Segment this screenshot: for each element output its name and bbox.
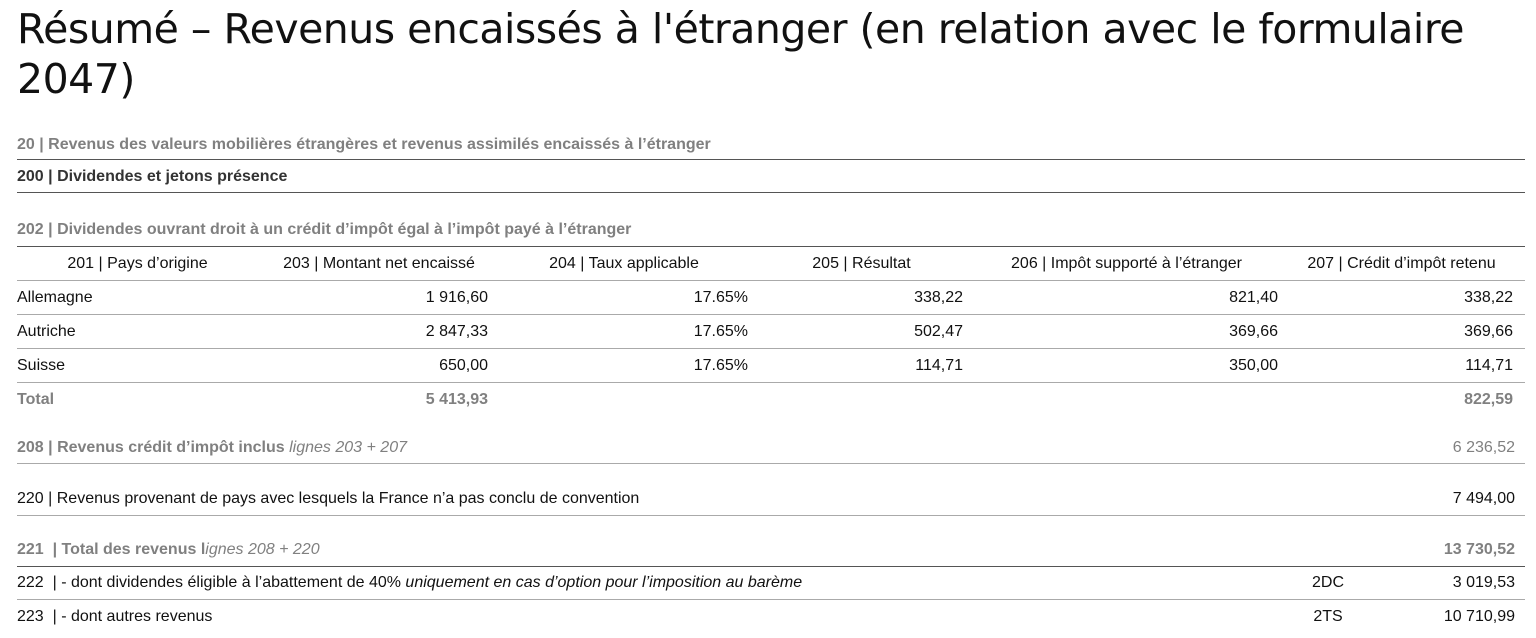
line-label: 221 | Total des revenus l — [17, 541, 206, 558]
line-value: 13 730,52 — [1443, 541, 1515, 558]
cell: 502,47 — [760, 314, 975, 349]
column-header: 201 | Pays d’origine — [17, 246, 270, 281]
column-header: 205 | Résultat — [760, 246, 975, 281]
summary-line: 220 | Revenus provenant de pays avec les… — [17, 483, 1525, 516]
subsection-heading: 202 | Dividendes ouvrant droit à un créd… — [17, 215, 1525, 245]
summary-line: 222 | - dont dividendes éligible à l’aba… — [17, 567, 1525, 600]
table-row: Allemagne 1 916,60 17.65% 338,22 821,40 … — [17, 280, 1525, 315]
line-label: 223 | - dont autres revenus — [17, 607, 213, 625]
cell — [500, 383, 760, 417]
section-heading: 20 | Revenus des valeurs mobilières étra… — [17, 131, 1525, 160]
cell: 17.65% — [500, 348, 760, 383]
cell: Allemagne — [17, 280, 270, 315]
cell: 17.65% — [500, 314, 760, 349]
column-header: 207 | Crédit d’impôt retenu — [1290, 246, 1525, 281]
table-row: Autriche 2 847,33 17.65% 502,47 369,66 3… — [17, 314, 1525, 349]
column-header: 203 | Montant net encaissé — [270, 246, 500, 281]
line-note: lignes 203 + 207 — [289, 438, 407, 456]
line-code: 2DC — [1311, 574, 1344, 591]
line-value: 6 236,52 — [1452, 438, 1515, 456]
cell: Total — [17, 390, 55, 408]
cell: Suisse — [17, 348, 270, 383]
cell: 350,00 — [975, 348, 1290, 383]
line-value: 3 019,53 — [1452, 574, 1515, 591]
cell: 114,71 — [760, 348, 975, 383]
cell: 1 916,60 — [270, 280, 500, 315]
column-header: 204 | Taux applicable — [500, 246, 760, 281]
line-label: 222 | - dont dividendes éligible à l’aba… — [17, 574, 401, 591]
summary-line: 223 | - dont autres revenus 2TS 10 710,9… — [17, 600, 1525, 633]
cell: 17.65% — [500, 280, 760, 315]
cell: 114,71 — [1290, 348, 1525, 383]
cell: 369,66 — [1290, 314, 1525, 349]
column-header: 206 | Impôt supporté à l’étranger — [975, 246, 1290, 281]
line-label: 208 | Revenus crédit d’impôt inclus — [17, 438, 285, 456]
page-title: Résumé – Revenus encaissés à l'étranger … — [17, 5, 1465, 103]
line-note: uniquement en cas d’option pour l’imposi… — [405, 574, 803, 591]
cell: 369,66 — [975, 314, 1290, 349]
cell: 2 847,33 — [270, 314, 500, 349]
summary-line: 221 | Total des revenus l ignes 208 + 220… — [17, 534, 1525, 567]
line-value: 10 710,99 — [1443, 607, 1515, 625]
section-text: 202 | Dividendes ouvrant droit à un créd… — [17, 221, 632, 238]
subsection-heading: 200 | Dividendes et jetons présence — [17, 161, 1525, 193]
cell — [975, 383, 1290, 417]
line-note: ignes 208 + 220 — [205, 541, 320, 558]
line-code: 2TS — [1313, 607, 1343, 625]
total-row: Total 5 413,93 822,59 — [17, 383, 1525, 417]
cell: 5 413,93 — [425, 390, 488, 408]
section-text: 20 | Revenus des valeurs mobilières étra… — [17, 136, 711, 153]
summary-line: 208 | Revenus crédit d’impôt inclus lign… — [17, 432, 1525, 464]
cell: 821,40 — [975, 280, 1290, 315]
cell: 650,00 — [270, 348, 500, 383]
cell: Autriche — [17, 314, 270, 349]
section-text: 200 | Dividendes et jetons présence — [17, 167, 288, 185]
cell: 822,59 — [1464, 390, 1513, 408]
dividend-table: 201 | Pays d’origine 203 | Montant net e… — [17, 246, 1525, 416]
cell: 338,22 — [760, 280, 975, 315]
line-value: 7 494,00 — [1452, 490, 1515, 507]
header-row: 201 | Pays d’origine 203 | Montant net e… — [17, 246, 1525, 281]
table-row: Suisse 650,00 17.65% 114,71 350,00 114,7… — [17, 348, 1525, 383]
cell — [760, 383, 975, 417]
cell: 338,22 — [1290, 280, 1525, 315]
line-label: 220 | Revenus provenant de pays avec les… — [17, 490, 640, 507]
